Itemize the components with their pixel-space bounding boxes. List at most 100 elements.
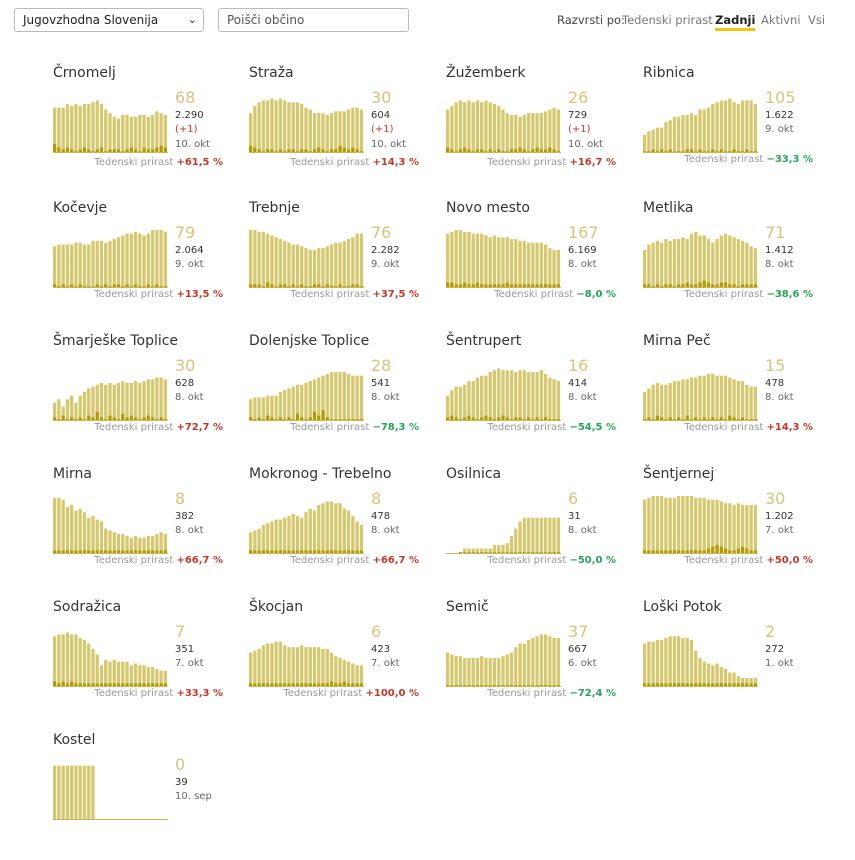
municipality-card[interactable]: Žužemberk 26 729 (+1) 10. okt Tedenski priras…: [446, 65, 616, 193]
trend-chart: [249, 641, 364, 687]
trend-bar: [689, 377, 694, 421]
trend-bar: [338, 503, 342, 554]
last-update-date: 7. okt: [371, 658, 400, 669]
municipality-card[interactable]: Straža 30 604 (+1) 10. okt Tedenski prirast +…: [249, 65, 419, 193]
municipality-card[interactable]: Škocjan 6 423 7. okt Tedenski prirast +100,0…: [249, 599, 419, 727]
trend-bar: [87, 104, 91, 153]
recent-cases-bar: [321, 550, 325, 554]
active-cases-value: 30: [371, 88, 392, 107]
trend-bar: [125, 114, 129, 153]
municipality-card[interactable]: Črnomelj 68 2.290 (+1) 10. okt Tedenski prira…: [53, 65, 223, 193]
daily-change-value: (+1): [371, 124, 394, 135]
recent-cases-bar: [719, 282, 723, 288]
last-update-date: 10. sep: [175, 791, 212, 802]
recent-cases-bar: [82, 683, 87, 687]
trend-bar: [492, 104, 497, 153]
trend-bar: [70, 395, 74, 421]
trend-bar: [65, 506, 70, 554]
trend-bar: [672, 636, 677, 687]
recent-cases-bar: [300, 550, 304, 554]
trend-bar: [142, 114, 146, 153]
sort-option-latest[interactable]: Zadnji: [715, 13, 756, 31]
recent-cases-bar: [53, 550, 57, 554]
trend-bar: [104, 384, 108, 421]
trend-bar: [53, 636, 57, 687]
municipality-search-input[interactable]: [218, 8, 409, 32]
municipality-card[interactable]: Mokronog - Trebelno 8 478 8. okt Tedenski pr…: [249, 466, 419, 594]
municipality-card[interactable]: Osilnica 6 31 8. okt Tedenski prirast −50,0 …: [446, 466, 616, 594]
trend-bar: [125, 233, 129, 288]
municipality-card[interactable]: Šentjernej 30 1.202 7. okt Tedenski prirast …: [643, 466, 813, 594]
weekly-growth: Tedenski prirast −54,5 %: [487, 422, 616, 433]
trend-bar: [475, 548, 480, 554]
municipality-card[interactable]: Semič 37 667 6. okt Tedenski prirast −72,4 %: [446, 599, 616, 727]
municipality-card[interactable]: Metlika 71 1.412 8. okt Tedenski prirast −38…: [643, 200, 813, 328]
municipality-card[interactable]: Šmarješke Toplice 30 628 8. okt Tedenski pri…: [53, 333, 223, 461]
trend-bar: [446, 233, 450, 288]
trend-bar: [446, 395, 450, 421]
municipality-card[interactable]: Mirna Peč 15 478 8. okt Tedenski prirast +14…: [643, 333, 813, 461]
sort-option-active[interactable]: Aktivni: [761, 13, 801, 27]
municipality-card[interactable]: Kočevje 79 2.064 9. okt Tedenski prirast +13…: [53, 200, 223, 328]
sort-option-all[interactable]: Vsi: [808, 13, 826, 27]
municipality-card[interactable]: Sodražica 7 351 7. okt Tedenski prirast +33,…: [53, 599, 223, 727]
trend-bar: [253, 650, 257, 687]
recent-cases-bar: [82, 550, 87, 554]
recent-cases-bar: [95, 550, 99, 554]
trend-bar: [740, 381, 745, 421]
trend-bar: [736, 104, 740, 153]
municipality-card[interactable]: Mirna 8 382 8. okt Tedenski prirast +66,7 %: [53, 466, 223, 594]
trend-bar: [480, 548, 484, 554]
total-cases-value: 6.169: [568, 245, 597, 256]
municipality-card[interactable]: Kostel 0 39 10. sep: [53, 732, 223, 860]
trend-bar: [61, 765, 65, 820]
trend-bar: [450, 105, 454, 153]
trend-bar: [74, 510, 78, 554]
trend-bar: [91, 386, 95, 421]
recent-cases-bar: [685, 415, 689, 421]
municipality-name: Osilnica: [446, 466, 502, 482]
trend-bar: [651, 384, 655, 421]
recent-cases-bar: [270, 149, 274, 153]
trend-bar: [317, 647, 321, 687]
municipality-card[interactable]: Novo mesto 167 6.169 8. okt Tedenski prirast…: [446, 200, 616, 328]
trend-bar: [291, 386, 295, 421]
municipality-card[interactable]: Ribnica 105 1.622 9. okt Tedenski prirast −3…: [643, 65, 813, 193]
trend-bar: [694, 377, 698, 421]
active-cases-value: 28: [371, 356, 392, 375]
trend-bar: [728, 672, 732, 687]
trend-bar: [329, 501, 334, 554]
trend-chart: [643, 636, 758, 687]
municipality-card[interactable]: Loški Potok 2 272 1. okt: [643, 599, 813, 727]
municipality-card[interactable]: Trebnje 76 2.282 9. okt Tedenski prirast +37…: [249, 200, 419, 328]
recent-cases-bar: [672, 683, 677, 687]
recent-cases-bar: [488, 417, 492, 421]
recent-cases-bar: [146, 284, 150, 288]
trend-bar: [78, 638, 82, 687]
trend-bar: [138, 233, 142, 288]
municipality-card[interactable]: Dolenjske Toplice 28 541 8. okt Tedenski pri…: [249, 333, 419, 461]
trend-bar: [91, 648, 95, 687]
recent-cases-bar: [138, 683, 142, 687]
recent-cases-bar: [133, 550, 138, 554]
trend-bar: [57, 399, 61, 421]
trend-bar: [57, 765, 61, 820]
recent-cases-bar: [308, 417, 312, 421]
recent-cases-bar: [745, 149, 749, 153]
sort-option-weekly-growth[interactable]: Tedenski prirast: [622, 13, 713, 27]
trend-bar: [749, 246, 753, 288]
municipality-card[interactable]: Šentrupert 16 414 8. okt Tedenski prirast −5…: [446, 333, 616, 461]
trend-bar: [261, 645, 266, 687]
region-select[interactable]: Jugovzhodna Slovenija ⌄: [14, 8, 204, 32]
trend-bar: [514, 239, 518, 288]
trend-bar: [82, 244, 87, 288]
last-update-date: 10. okt: [371, 139, 406, 150]
recent-cases-bar: [133, 284, 138, 288]
recent-cases-bar: [677, 417, 681, 421]
recent-cases-bar: [295, 413, 300, 421]
recent-cases-bar: [257, 550, 261, 554]
recent-cases-bar: [351, 550, 355, 554]
trend-bar: [61, 107, 65, 153]
trend-bar: [121, 534, 125, 554]
recent-cases-bar: [660, 149, 664, 153]
